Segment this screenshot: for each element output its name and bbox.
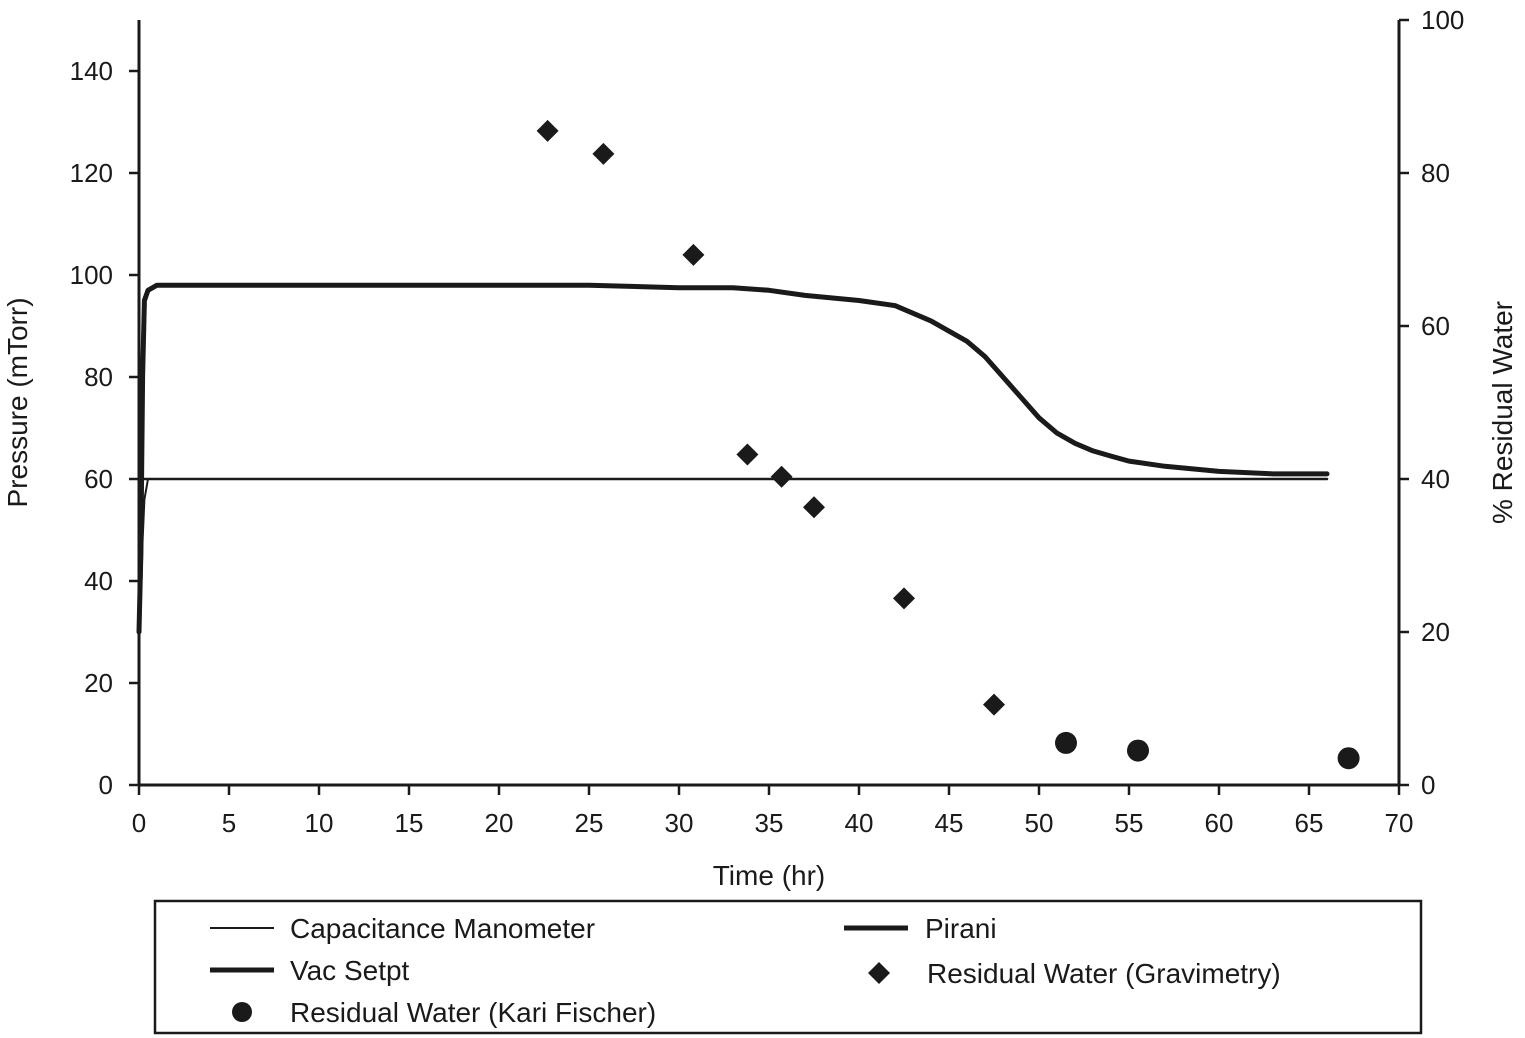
legend-box bbox=[153, 899, 1423, 1035]
legend-swatch-diamond bbox=[868, 962, 890, 984]
series-line-1 bbox=[136, 282, 1330, 635]
gravimetry-point bbox=[803, 496, 825, 519]
legend-label: Residual Water (Kari Fischer) bbox=[290, 997, 656, 1028]
series-line-0 bbox=[138, 478, 1328, 644]
y-tick-label-left: 20 bbox=[84, 668, 113, 698]
kari-fischer-point bbox=[1055, 731, 1077, 754]
y-tick-label-right: 40 bbox=[1421, 464, 1450, 494]
y-tick-label-right: 80 bbox=[1421, 158, 1450, 188]
y-tick-label-left: 100 bbox=[70, 260, 113, 290]
gravimetry-point bbox=[592, 142, 615, 165]
y-tick-label-left: 0 bbox=[99, 770, 113, 800]
y-tick-label-right: 20 bbox=[1421, 617, 1450, 647]
gravimetry-point bbox=[983, 693, 1005, 716]
legend: Capacitance Manometer Pirani Vac Setpt Resi… bbox=[153, 899, 1423, 1035]
gravimetry-point bbox=[682, 243, 705, 266]
y-tick-label-left: 80 bbox=[84, 362, 113, 392]
x-tick-label: 30 bbox=[665, 808, 694, 838]
x-tick-label: 65 bbox=[1295, 808, 1324, 838]
gravimetry-point bbox=[736, 443, 759, 466]
legend-label: Vac Setpt bbox=[290, 955, 410, 986]
legend-label: Capacitance Manometer bbox=[290, 913, 595, 944]
x-tick-label: 70 bbox=[1385, 808, 1414, 838]
x-tick-label: 50 bbox=[1025, 808, 1054, 838]
gravimetry-point bbox=[893, 587, 915, 610]
legend-swatch-circle bbox=[232, 1002, 252, 1022]
x-tick-label: 10 bbox=[305, 808, 334, 838]
x-tick-label: 45 bbox=[935, 808, 964, 838]
x-tick-label: 5 bbox=[222, 808, 236, 838]
legend-label: Residual Water (Gravimetry) bbox=[927, 958, 1281, 989]
x-tick-label: 55 bbox=[1115, 808, 1144, 838]
gravimetry-point bbox=[536, 119, 559, 142]
y-tick-label-right: 100 bbox=[1421, 5, 1464, 35]
y-tick-label-left: 120 bbox=[70, 158, 113, 188]
y-tick-label-right: 60 bbox=[1421, 311, 1450, 341]
kari-fischer-point bbox=[1337, 747, 1360, 770]
y-tick-label-left: 60 bbox=[84, 464, 113, 494]
x-tick-label: 60 bbox=[1205, 808, 1234, 838]
axes: 0 5 10 15 20 25 30 35 40 45 50 55 60 65 70020406080100… bbox=[2, 5, 1518, 891]
y-axis-title-right: % Residual Water bbox=[1487, 301, 1518, 524]
x-tick-label: 35 bbox=[755, 808, 784, 838]
gravimetry-point bbox=[770, 465, 793, 488]
x-axis-title: Time (hr) bbox=[713, 860, 826, 891]
kari-fischer-point bbox=[1127, 739, 1149, 762]
y-tick-label-left: 140 bbox=[70, 56, 113, 86]
x-tick-label: 20 bbox=[485, 808, 514, 838]
y-tick-label-left: 40 bbox=[84, 566, 113, 596]
x-tick-label: 40 bbox=[845, 808, 874, 838]
y-axis-title-left: Pressure (mTorr) bbox=[2, 297, 33, 507]
x-tick-label: 25 bbox=[575, 808, 604, 838]
legend-label: Pirani bbox=[925, 913, 997, 944]
y-tick-label-right: 0 bbox=[1421, 770, 1435, 800]
series-layer bbox=[136, 119, 1360, 770]
x-tick-label: 15 bbox=[395, 808, 424, 838]
x-tick-label: 0 bbox=[132, 808, 146, 838]
